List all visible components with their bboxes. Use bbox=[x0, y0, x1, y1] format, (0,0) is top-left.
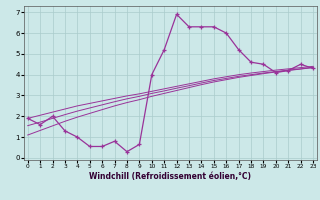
X-axis label: Windchill (Refroidissement éolien,°C): Windchill (Refroidissement éolien,°C) bbox=[89, 172, 252, 181]
